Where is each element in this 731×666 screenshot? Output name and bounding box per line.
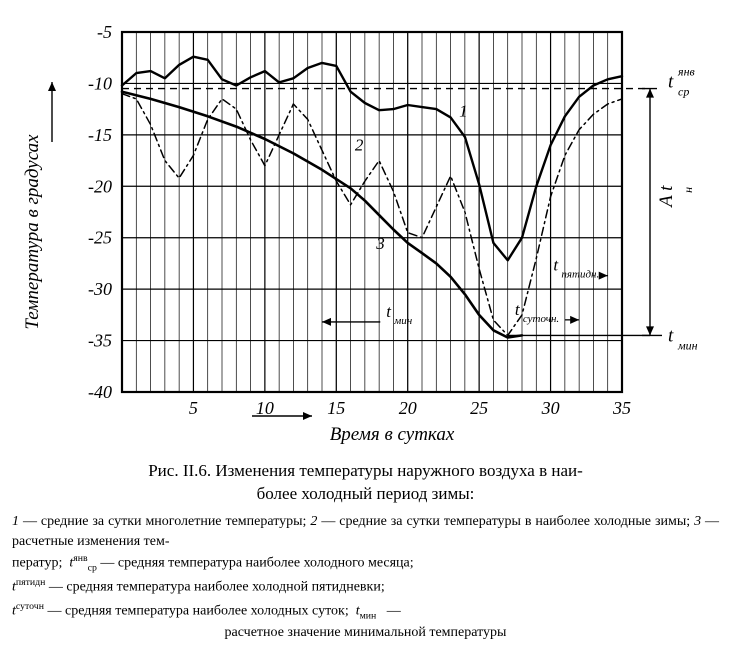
label-a-tn: A t xyxy=(656,185,677,209)
legend-line-5: расчетное значение минимальной температу… xyxy=(12,623,719,643)
svg-text:янв: янв xyxy=(677,64,695,78)
svg-text:-15: -15 xyxy=(88,125,112,145)
svg-text:5: 5 xyxy=(189,398,198,418)
svg-text:10: 10 xyxy=(256,398,274,418)
legend-text-1: — средние за сутки многолетние температу… xyxy=(19,514,310,529)
curve-label-2: 2 xyxy=(355,135,364,154)
series-curve-2 xyxy=(122,94,622,336)
label-t-sr-yanv: t xyxy=(668,71,674,92)
svg-text:суточн.: суточн. xyxy=(523,313,559,325)
label-inner-t-sutoch: t xyxy=(515,300,521,319)
svg-text:-35: -35 xyxy=(88,331,112,351)
svg-text:-40: -40 xyxy=(88,382,112,402)
temperature-chart: 5 10 15 20 25 30 35 -5 -10 -15 -20 -25 -30 -35 -40 Врем… xyxy=(12,12,719,452)
figure-caption: Рис. II.6. Изменения температуры наружно… xyxy=(12,460,719,506)
caption-line-1: Рис. II.6. Изменения температуры наружно… xyxy=(148,461,583,480)
figure: 5 10 15 20 25 30 35 -5 -10 -15 -20 -25 -30 -35 -40 Врем… xyxy=(12,12,719,644)
svg-text:мин: мин xyxy=(677,338,698,352)
svg-text:-30: -30 xyxy=(88,279,112,299)
svg-text:-5: -5 xyxy=(97,22,112,42)
x-axis-label: Время в сутках xyxy=(330,424,455,445)
svg-text:-10: -10 xyxy=(88,73,112,93)
caption-line-2: более холодный период зимы: xyxy=(257,484,475,503)
svg-text:н: н xyxy=(681,187,695,193)
legend-line-1: 1 — средние за сутки многолетние темпера… xyxy=(12,512,719,553)
svg-text:-20: -20 xyxy=(88,176,112,196)
legend-line-2: ператур; tянвср — средняя температура на… xyxy=(12,552,719,576)
svg-text:15: 15 xyxy=(327,398,345,418)
svg-text:20: 20 xyxy=(399,398,417,418)
legend-line-4: tсуточн — средняя температура наиболее х… xyxy=(12,600,719,624)
label-inner-t-min: t xyxy=(386,302,392,321)
curve-label-3: 3 xyxy=(375,234,385,253)
label-inner-t-pyatidn: t xyxy=(553,256,559,275)
label-t-min: t xyxy=(668,325,674,346)
svg-text:пятидн.: пятидн. xyxy=(561,269,599,281)
svg-text:ср: ср xyxy=(678,84,689,98)
figure-legend: 1 — средние за сутки многолетние темпера… xyxy=(12,512,719,644)
svg-text:35: 35 xyxy=(612,398,631,418)
curve-label-1: 1 xyxy=(459,101,468,120)
svg-text:25: 25 xyxy=(470,398,488,418)
svg-text:мин: мин xyxy=(393,315,413,327)
svg-text:30: 30 xyxy=(541,398,560,418)
y-axis-label: Температура в градусах xyxy=(22,134,43,330)
series-curve-1 xyxy=(122,57,622,261)
legend-line-3: tпятидн — средняя температура наиболее х… xyxy=(12,576,719,600)
svg-text:-25: -25 xyxy=(88,228,112,248)
